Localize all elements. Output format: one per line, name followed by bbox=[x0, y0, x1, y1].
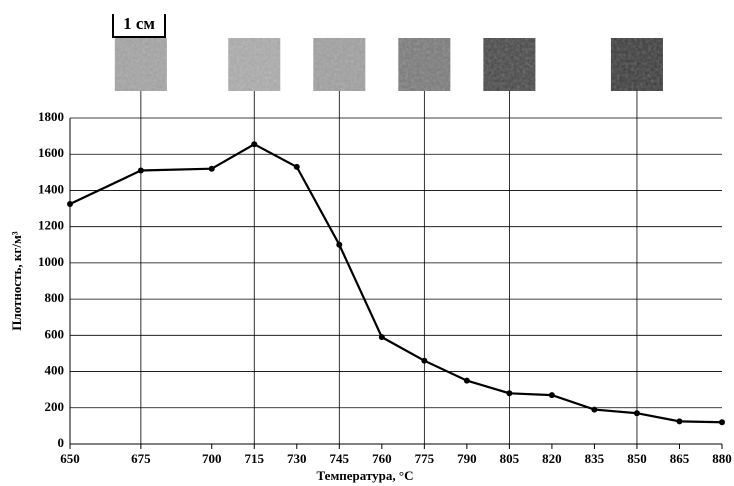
x-tick-label: 865 bbox=[670, 451, 690, 466]
data-point bbox=[378, 334, 385, 341]
x-tick-label: 700 bbox=[202, 451, 222, 466]
y-tick-label: 1800 bbox=[38, 109, 64, 124]
scale-bar-label: 1 см bbox=[123, 14, 155, 33]
sample-texture bbox=[228, 38, 281, 91]
x-tick-label: 835 bbox=[585, 451, 605, 466]
sample-texture bbox=[114, 38, 167, 91]
x-tick-label: 650 bbox=[60, 451, 80, 466]
data-point bbox=[137, 167, 144, 174]
x-tick-label: 850 bbox=[627, 451, 647, 466]
data-point bbox=[67, 201, 73, 208]
x-tick-label: 880 bbox=[712, 451, 732, 466]
data-point bbox=[293, 163, 300, 170]
y-tick-label: 1200 bbox=[38, 218, 64, 233]
sample-texture bbox=[610, 38, 663, 91]
x-tick-label: 820 bbox=[542, 451, 562, 466]
y-tick-label: 0 bbox=[58, 435, 65, 450]
x-tick-label: 730 bbox=[287, 451, 307, 466]
x-tick-label: 760 bbox=[372, 451, 392, 466]
data-point bbox=[463, 377, 470, 384]
y-tick-label: 600 bbox=[45, 326, 65, 341]
data-point bbox=[719, 419, 725, 426]
x-axis-title: Температура, °C bbox=[317, 468, 414, 483]
scale-bar-line bbox=[112, 14, 166, 38]
data-point bbox=[336, 241, 343, 248]
y-tick-label: 1400 bbox=[38, 181, 64, 196]
data-point bbox=[251, 141, 258, 148]
y-tick-label: 1000 bbox=[38, 254, 64, 269]
data-point bbox=[506, 390, 513, 397]
x-tick-label: 790 bbox=[457, 451, 477, 466]
data-point bbox=[548, 392, 555, 399]
x-tick-label: 775 bbox=[415, 451, 435, 466]
y-tick-label: 400 bbox=[45, 363, 65, 378]
x-tick-label: 805 bbox=[500, 451, 520, 466]
data-point bbox=[208, 165, 215, 172]
y-tick-label: 800 bbox=[45, 290, 65, 305]
sample-texture bbox=[483, 38, 536, 91]
data-point bbox=[633, 410, 640, 417]
data-point bbox=[591, 406, 598, 413]
sample-texture bbox=[398, 38, 451, 91]
sample-texture bbox=[313, 38, 366, 91]
x-tick-label: 745 bbox=[330, 451, 350, 466]
y-tick-label: 1600 bbox=[38, 145, 64, 160]
series-line bbox=[69, 143, 723, 424]
data-point bbox=[421, 357, 428, 364]
data-point bbox=[676, 418, 683, 425]
y-tick-label: 200 bbox=[45, 399, 65, 414]
x-tick-label: 675 bbox=[131, 451, 151, 466]
y-axis-title: Плотность, кг/м³ bbox=[9, 231, 24, 331]
x-tick-label: 715 bbox=[245, 451, 265, 466]
scale-bar: 1 см bbox=[112, 14, 166, 38]
